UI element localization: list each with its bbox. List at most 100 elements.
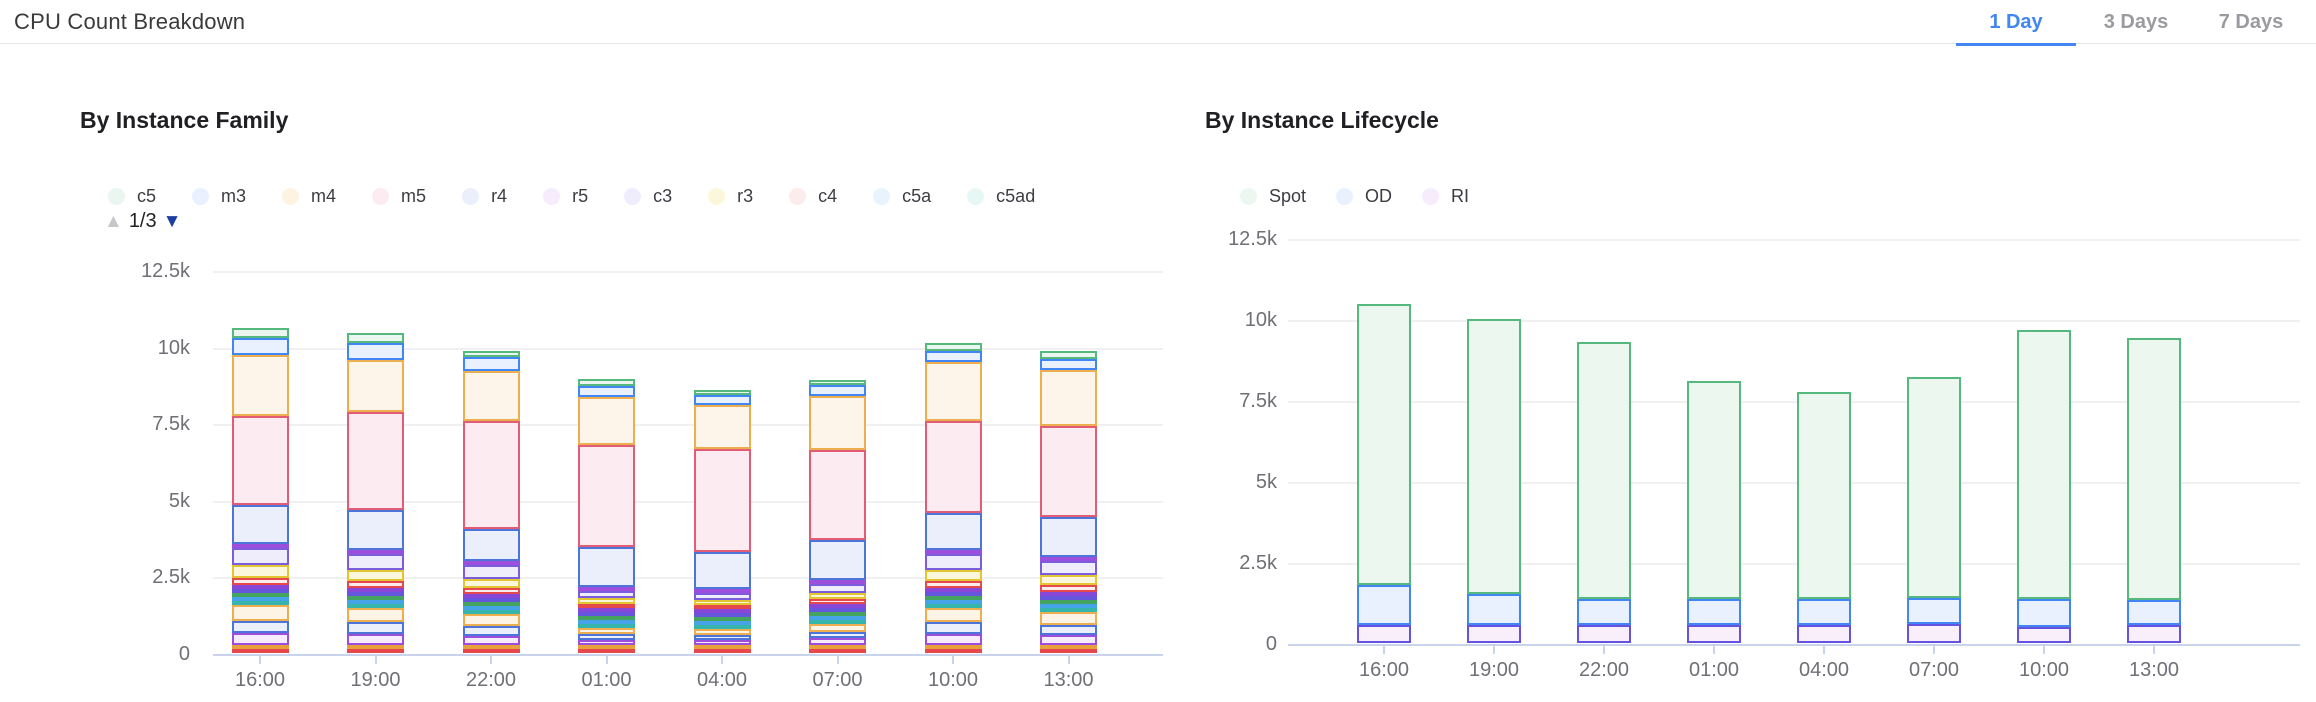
bar-segment-r3[interactable] bbox=[231, 565, 289, 578]
bar-segment-m4[interactable] bbox=[809, 395, 866, 450]
stacked-bar-10:00[interactable] bbox=[2017, 330, 2071, 643]
bar-segment[interactable] bbox=[809, 603, 866, 608]
bar-segment-RI[interactable] bbox=[1467, 625, 1521, 643]
bar-segment-m3[interactable] bbox=[231, 337, 289, 355]
legend-next-button[interactable]: ▼ bbox=[162, 211, 182, 232]
legend-item-Spot[interactable]: Spot bbox=[1240, 186, 1306, 207]
bar-segment-m5[interactable] bbox=[693, 449, 751, 552]
stacked-bar-13:00[interactable] bbox=[2127, 338, 2181, 643]
stacked-bar-22:00[interactable] bbox=[462, 351, 520, 653]
bar-segment-c4[interactable] bbox=[924, 580, 982, 589]
legend-prev-button[interactable]: ▲ bbox=[104, 211, 123, 232]
bar-segment-c5ad[interactable] bbox=[924, 604, 982, 609]
bar-segment-r3[interactable] bbox=[578, 598, 635, 604]
bar-segment-r4[interactable] bbox=[462, 529, 520, 562]
bar-segment-OD[interactable] bbox=[2127, 599, 2181, 626]
bar-segment-Spot[interactable] bbox=[1797, 391, 1851, 600]
bar-segment-c4[interactable] bbox=[1040, 585, 1097, 592]
legend-item-c5ad[interactable]: c5ad bbox=[967, 186, 1035, 207]
bar-segment-c4[interactable] bbox=[347, 580, 404, 589]
bar-segment-OD[interactable] bbox=[1797, 599, 1851, 626]
bar-segment-m5[interactable] bbox=[462, 420, 520, 530]
bar-segment[interactable] bbox=[693, 645, 751, 649]
bar-segment-m5[interactable] bbox=[578, 445, 635, 547]
bar-segment-m3[interactable] bbox=[809, 385, 866, 396]
bar-segment-c5a[interactable] bbox=[347, 600, 404, 605]
bar-segment-Spot[interactable] bbox=[1687, 380, 1741, 600]
bar-segment-Spot[interactable] bbox=[2017, 330, 2071, 600]
legend-item-r3[interactable]: r3 bbox=[708, 186, 753, 207]
tab-1-day[interactable]: 1 Day bbox=[1956, 0, 2076, 46]
bar-segment-c3[interactable] bbox=[693, 592, 751, 600]
bar-segment[interactable] bbox=[809, 649, 866, 653]
bar-segment-Spot[interactable] bbox=[1467, 319, 1521, 595]
bar-segment-r4[interactable] bbox=[231, 504, 289, 545]
bar-segment-c3[interactable] bbox=[578, 590, 635, 599]
stacked-bar-13:00[interactable] bbox=[1040, 350, 1097, 653]
legend-item-m4[interactable]: m4 bbox=[282, 186, 336, 207]
bar-segment-c5ad[interactable] bbox=[231, 601, 289, 606]
legend-item-c5[interactable]: c5 bbox=[108, 186, 156, 207]
bar-segment[interactable] bbox=[809, 623, 866, 632]
bar-segment[interactable] bbox=[462, 645, 520, 649]
bar-segment-r5[interactable] bbox=[809, 579, 866, 584]
bar-segment-c3[interactable] bbox=[231, 548, 289, 566]
bar-segment[interactable] bbox=[347, 596, 404, 601]
bar-segment-r5[interactable] bbox=[231, 544, 289, 549]
bar-segment[interactable] bbox=[231, 589, 289, 594]
stacked-bar-16:00[interactable] bbox=[1357, 304, 1411, 643]
bar-segment[interactable] bbox=[462, 635, 520, 645]
bar-segment[interactable] bbox=[924, 633, 982, 645]
bar-segment-c5a[interactable] bbox=[809, 615, 866, 620]
bar-segment[interactable] bbox=[462, 614, 520, 627]
bar-segment-m4[interactable] bbox=[347, 360, 404, 413]
bar-segment-c5[interactable] bbox=[231, 327, 289, 338]
bar-segment-m3[interactable] bbox=[1040, 358, 1097, 370]
legend-item-c4[interactable]: c4 bbox=[789, 186, 837, 207]
bar-segment-c5a[interactable] bbox=[578, 619, 635, 624]
bar-segment-Spot[interactable] bbox=[2127, 338, 2181, 600]
bar-segment-m4[interactable] bbox=[924, 361, 982, 422]
bar-segment-r4[interactable] bbox=[809, 539, 866, 580]
bar-segment-RI[interactable] bbox=[1577, 625, 1631, 643]
bar-segment-m3[interactable] bbox=[693, 395, 751, 406]
bar-segment[interactable] bbox=[347, 622, 404, 634]
bar-segment-OD[interactable] bbox=[1907, 598, 1961, 624]
bar-segment[interactable] bbox=[924, 588, 982, 593]
bar-segment-r4[interactable] bbox=[578, 546, 635, 587]
bar-segment-OD[interactable] bbox=[1467, 594, 1521, 626]
bar-segment-r4[interactable] bbox=[693, 551, 751, 589]
legend-item-c3[interactable]: c3 bbox=[624, 186, 672, 207]
bar-segment-r5[interactable] bbox=[924, 549, 982, 554]
bar-segment-c5ad[interactable] bbox=[1040, 607, 1097, 612]
bar-segment[interactable] bbox=[1040, 624, 1097, 635]
bar-segment-r3[interactable] bbox=[809, 592, 866, 600]
bar-segment-c5[interactable] bbox=[462, 351, 520, 357]
legend-item-OD[interactable]: OD bbox=[1336, 186, 1392, 207]
bar-segment[interactable] bbox=[924, 592, 982, 597]
bar-segment-r5[interactable] bbox=[462, 561, 520, 566]
bar-segment[interactable] bbox=[693, 634, 751, 640]
bar-segment[interactable] bbox=[924, 608, 982, 623]
bar-segment[interactable] bbox=[347, 645, 404, 649]
bar-segment-r3[interactable] bbox=[462, 578, 520, 589]
bar-segment-OD[interactable] bbox=[1577, 599, 1631, 626]
bar-segment-c5ad[interactable] bbox=[693, 624, 751, 629]
bar-segment-c5ad[interactable] bbox=[347, 604, 404, 609]
bar-segment-m5[interactable] bbox=[924, 421, 982, 514]
bar-segment[interactable] bbox=[231, 645, 289, 649]
bar-segment-r4[interactable] bbox=[924, 513, 982, 550]
bar-segment[interactable] bbox=[693, 628, 751, 635]
bar-segment-c3[interactable] bbox=[347, 553, 404, 570]
bar-segment-r3[interactable] bbox=[693, 599, 751, 605]
stacked-bar-22:00[interactable] bbox=[1577, 341, 1631, 643]
bar-segment[interactable] bbox=[1040, 611, 1097, 625]
bar-segment-Spot[interactable] bbox=[1357, 304, 1411, 585]
bar-segment[interactable] bbox=[578, 615, 635, 620]
bar-segment[interactable] bbox=[693, 639, 751, 645]
bar-segment[interactable] bbox=[1040, 595, 1097, 600]
bar-segment-c4[interactable] bbox=[231, 577, 289, 586]
legend-item-m3[interactable]: m3 bbox=[192, 186, 246, 207]
bar-segment[interactable] bbox=[578, 611, 635, 616]
bar-segment-OD[interactable] bbox=[1357, 584, 1411, 626]
